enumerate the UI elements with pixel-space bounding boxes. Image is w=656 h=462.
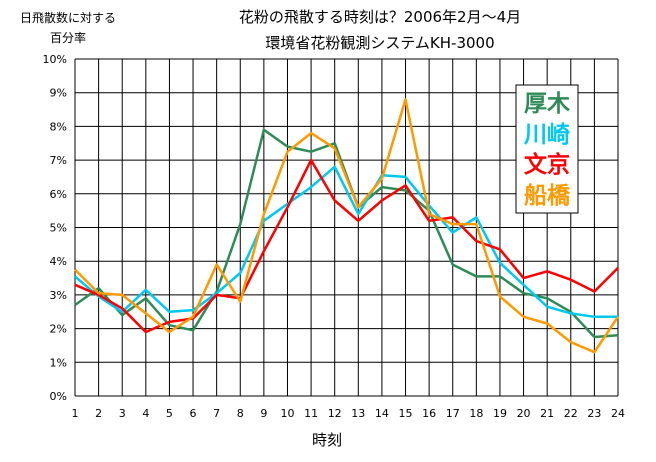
series-lines (74, 98, 620, 354)
series-line-4 (74, 98, 620, 354)
x-tick-label: 15 (399, 407, 413, 420)
chart-subtitle: 環境省花粉観測システムKH-3000 (265, 34, 494, 52)
y-tick-label: 9% (50, 87, 67, 100)
x-tick-label: 7 (213, 407, 220, 420)
x-tick-label: 9 (260, 407, 267, 420)
x-tick-label: 11 (304, 407, 318, 420)
y-tick-label: 2% (50, 323, 67, 336)
y-tick-label: 7% (50, 154, 67, 167)
chart-title: 花粉の飛散する時刻は？2006年2月～4月 (239, 8, 521, 26)
grid-lines (74, 58, 619, 397)
x-tick-label: 4 (142, 407, 149, 420)
legend-label-atsugi: 厚木 (524, 91, 570, 117)
y-tick-label: 10% (43, 53, 67, 66)
y-tick-label: 5% (50, 222, 67, 235)
legend: 厚木 川崎 文京 船橋 (515, 84, 579, 214)
x-tick-label: 14 (375, 407, 389, 420)
x-tick-label: 6 (190, 407, 197, 420)
x-tick-label: 17 (446, 407, 460, 420)
series-line-2 (74, 165, 618, 319)
x-tick-label: 12 (328, 407, 342, 420)
series-line-3 (74, 158, 619, 334)
x-tick-label: 22 (564, 407, 578, 420)
legend-label-bunkyo: 文京 (524, 151, 570, 178)
y-tick-label: 0% (50, 390, 67, 403)
y-axis-label-line-1: 日飛散数に対する (20, 10, 116, 25)
x-tick-label: 3 (119, 407, 126, 420)
x-tick-label: 18 (469, 407, 483, 420)
x-axis-label: 時刻 (312, 431, 342, 449)
x-tick-label: 10 (280, 407, 294, 420)
x-tick-label: 5 (166, 407, 173, 420)
y-tick-label: 6% (50, 188, 67, 201)
legend-label-kawasaki: 川崎 (524, 122, 570, 148)
y-tick-label: 1% (50, 356, 67, 369)
x-tick-label: 24 (611, 407, 625, 420)
y-axis-label-line-2: 百分率 (50, 30, 86, 45)
legend-box (515, 84, 579, 214)
x-tick-labels: 1 2 3 4 5 6 7 8 9 10 11 12 13 14 15 16 17 18 19 20 21 22 23 24 (72, 407, 626, 420)
y-tick-label: 4% (50, 255, 67, 268)
x-tick-label: 8 (237, 407, 244, 420)
x-tick-label: 21 (540, 407, 554, 420)
x-tick-label: 13 (351, 407, 365, 420)
x-tick-label: 16 (422, 407, 436, 420)
y-tick-label: 8% (50, 120, 67, 133)
y-tick-labels: 0% 1% 2% 3% 4% 5% 6% 7% 8% 9% 10% (43, 53, 67, 403)
legend-label-funabashi: 船橋 (524, 182, 571, 209)
x-tick-label: 19 (493, 407, 507, 420)
x-tick-label: 2 (95, 407, 102, 420)
x-tick-label: 20 (517, 407, 531, 420)
x-tick-label: 1 (72, 407, 79, 420)
y-tick-label: 3% (50, 289, 67, 302)
x-tick-label: 23 (587, 407, 601, 420)
